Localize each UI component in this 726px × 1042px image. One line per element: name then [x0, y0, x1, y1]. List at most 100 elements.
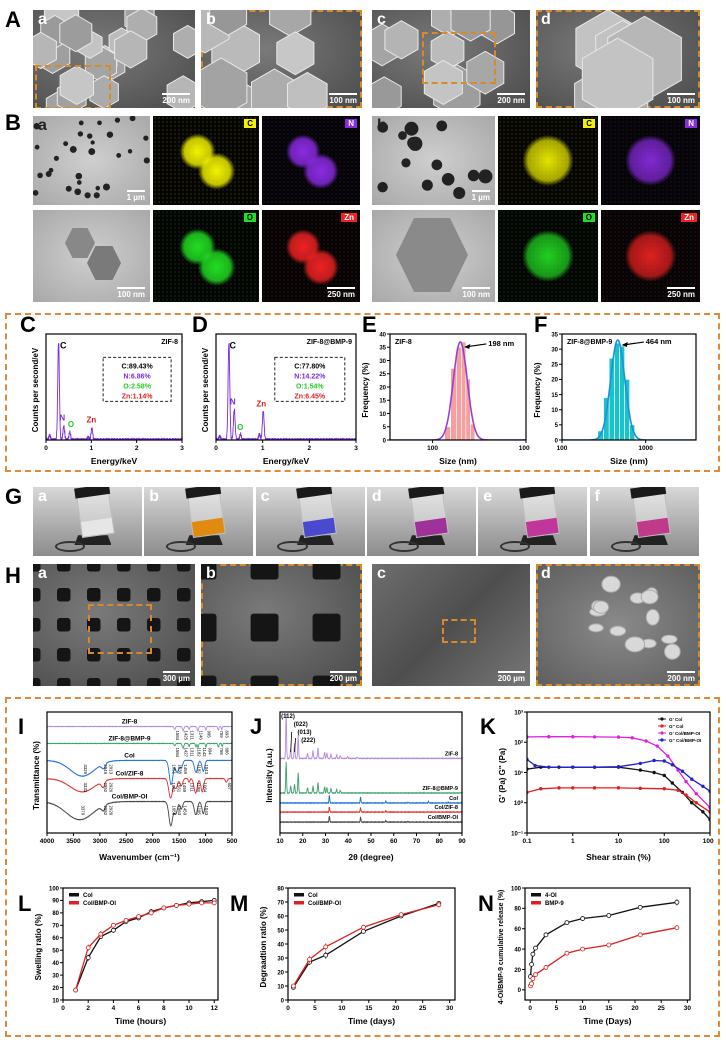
y-tick-label: 60 [52, 936, 59, 942]
series-line [527, 787, 710, 813]
scaffold-sem-b: b 200 µm [201, 564, 362, 686]
x-tick-label: 70 [413, 838, 421, 845]
series-line [529, 901, 677, 977]
legend-entry: Col/BMP-OI [308, 901, 341, 907]
x-axis-label: Energy/keV [263, 456, 310, 466]
scale-bar: 100 nm [667, 93, 695, 105]
series-line [527, 758, 710, 792]
nanoparticle [398, 131, 407, 140]
legend-marker [660, 731, 664, 735]
peak-wavenumber-label: 2913 [109, 764, 114, 774]
data-point [662, 773, 666, 778]
nanoparticle [116, 152, 122, 158]
data-point [186, 901, 192, 907]
micrograph-texture [201, 564, 341, 686]
scaffold-pore [312, 613, 341, 642]
sub-label: c [260, 488, 270, 505]
plot-area [290, 900, 442, 990]
series-line [74, 899, 215, 991]
scaffold-pore [147, 678, 161, 686]
data-point [323, 952, 329, 958]
y-axis-label: Transmittance (%) [32, 741, 41, 810]
x-tick-label: 2 [308, 445, 312, 452]
scale-bar: 1 µm [471, 190, 490, 202]
composition-entry: O:2.58% [123, 383, 151, 390]
micrograph-texture [33, 10, 195, 108]
data-point [676, 788, 680, 792]
nanoparticle [377, 122, 389, 133]
nanoparticle [37, 172, 43, 179]
hexagonal-crystal [209, 10, 248, 36]
x-axis-label: Shear strain (%) [586, 852, 651, 862]
eds-map-zn: Zn 250 nm [601, 210, 700, 302]
scaffold-pore [250, 564, 279, 580]
data-point [539, 787, 543, 791]
panel-label-a: A [5, 7, 21, 32]
x-tick-label: 25 [658, 1005, 666, 1012]
data-point [638, 786, 643, 791]
legend-entry: Col/BMP-OI [83, 901, 116, 907]
hexagonal-crystal [276, 31, 315, 76]
hexagonal-crystal [33, 31, 57, 70]
eds-map-n: N [601, 116, 700, 205]
panel-group-box-in [5, 697, 720, 1037]
vial-stand [74, 535, 112, 545]
data-point [606, 913, 612, 918]
data-point [638, 761, 643, 766]
binder-clip [166, 540, 197, 552]
element-peak-label: C [230, 341, 237, 351]
y-tick-label: 10³ [514, 709, 523, 716]
y-tick-label: 80 [277, 886, 284, 892]
y-tick-label: 90 [52, 899, 59, 905]
sub-label: f [594, 488, 600, 505]
nanoparticle [65, 185, 72, 192]
nanoparticle [421, 179, 433, 191]
peak-wavenumber-label: 3379 [80, 806, 85, 816]
vial-cap [296, 487, 333, 499]
plot-area [47, 725, 232, 827]
x-tick-label: 5 [555, 1005, 559, 1012]
x-tick-label: 3 [180, 445, 184, 452]
hexagonal-crystal [59, 14, 93, 53]
data-point [564, 950, 570, 956]
data-point [543, 965, 549, 970]
y-tick-label: 0 [518, 988, 522, 994]
nanoparticle [90, 140, 95, 145]
data-point [211, 900, 217, 906]
tem-image-a: a 1 µm [33, 116, 150, 205]
data-point [690, 777, 694, 781]
vial [185, 487, 226, 538]
micrograph-texture [201, 10, 328, 108]
degradation-chart: 0 5 10 15 20 25 30 0 10 20 30 40 50 60 70 80 Time (days)… [259, 886, 456, 1026]
nanoparticle [95, 185, 100, 191]
legend-swatch [531, 901, 541, 905]
panel-label-f: F [534, 312, 548, 337]
y-tick-label: 25 [379, 372, 386, 378]
peak-wavenumber-label: 758 [219, 747, 224, 755]
arrow-head [464, 343, 471, 349]
data-point [529, 981, 534, 987]
y-tick-label: 80 [514, 907, 521, 913]
sub-label: c [377, 565, 386, 582]
element-tag: C [583, 119, 595, 128]
y-tick-label: 10 [277, 984, 284, 990]
legend-entry: G'' Col/BMP-OI [669, 738, 701, 743]
series-line [47, 800, 232, 827]
nanoparticle [97, 120, 102, 126]
vial-cap [73, 487, 110, 499]
nanoparticle [143, 157, 150, 164]
eds-spectrum-zif8: 0 1 2 3 Energy/keV Counts per second/eV ZIF-8 C… [31, 333, 184, 466]
x-axis-label: Size (nm) [439, 456, 477, 466]
peak-wavenumber-label: 1561 [177, 783, 182, 793]
x-tick-label: 80 [436, 838, 444, 845]
particle [588, 623, 604, 633]
hexagonal-crystal [201, 57, 248, 108]
xrd-chart: ZIF-8 ZIF-8@BMP-9 Col Col/ZIF-8 Col/BMP-OI 10… [265, 711, 466, 862]
miller-index-label: (112) [281, 714, 295, 720]
data-point [670, 763, 675, 767]
peak-wavenumber-label: 2952 [103, 783, 108, 793]
x-tick-label: 3000 [93, 838, 108, 845]
peak-wavenumber-label: 1459 [183, 764, 188, 774]
data-point [592, 786, 597, 790]
scaffold-pore [33, 618, 41, 632]
